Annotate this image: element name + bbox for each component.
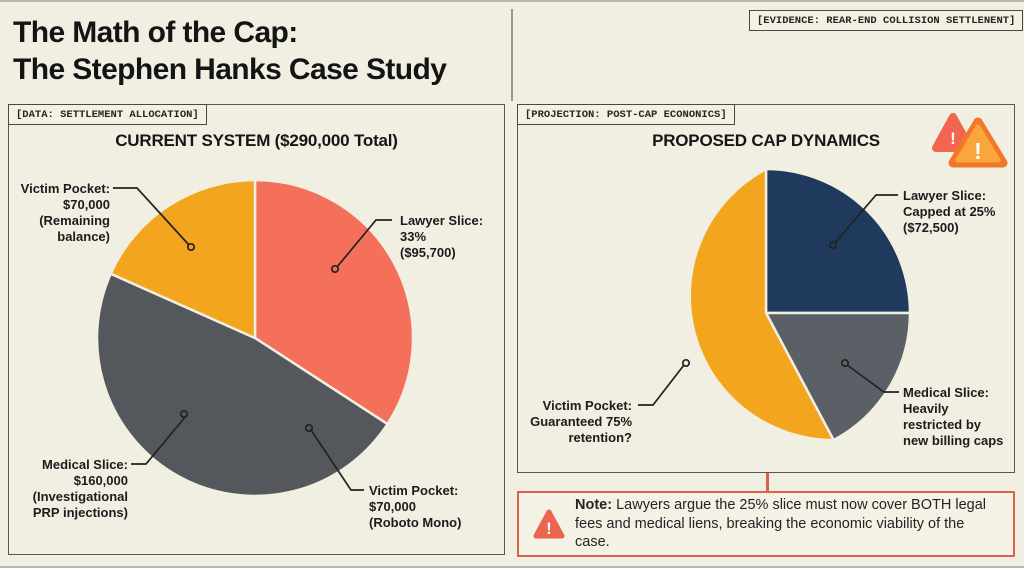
right-panel (517, 104, 1015, 473)
data-tag: [DATA: SETTLEMENT ALLOCATION] (8, 104, 207, 125)
callout-line: Lawyer Slice: (400, 213, 484, 228)
note-connector-line (766, 473, 769, 493)
callout-line: Medical Slice: (42, 457, 128, 472)
callout-line: Victim Pocket: (20, 181, 110, 196)
callout-line: ($95,700) (400, 245, 456, 260)
callout-medical-proposed: Medical Slice: Heavily restricted by new… (903, 385, 1018, 449)
callout-line: PRP injections) (32, 505, 128, 520)
page-title-line1: The Math of the Cap: (13, 16, 298, 49)
callout-line: new billing caps (903, 433, 1004, 448)
callout-line: 33% (400, 229, 427, 244)
note-body: Lawyers argue the 25% slice must now cov… (575, 497, 987, 551)
note-warning-icon: ! (532, 508, 566, 540)
callout-line: $70,000 (369, 499, 416, 514)
header-divider (511, 9, 513, 101)
evidence-tag: [EVIDENCE: REAR-END COLLISION SETTLENENT… (749, 10, 1024, 31)
callout-line: ($72,500) (903, 220, 959, 235)
note-exclamation-mark: ! (546, 519, 552, 538)
note-text: Note: Lawyers argue the 25% slice must n… (575, 496, 995, 552)
left-chart-title: CURRENT SYSTEM ($290,000 Total) (115, 131, 398, 150)
callout-line: Victim Pocket: (542, 398, 632, 413)
note-box: ! Note: Lawyers argue the 25% slice must… (517, 491, 1015, 557)
callout-line: retention? (568, 430, 632, 445)
callout-victim-top: Victim Pocket: $70,000 (Remaining balanc… (0, 181, 110, 245)
callout-line: (Roboto Mono) (369, 515, 462, 530)
callout-medical-current: Medical Slice: $160,000 (Investigational… (3, 457, 128, 521)
note-prefix: Note: (575, 497, 613, 514)
page-title: The Math of the Cap: The Stephen Hanks C… (13, 14, 447, 88)
callout-line: Victim Pocket: (369, 483, 459, 498)
left-panel (8, 104, 505, 555)
callout-line: $70,000 (63, 197, 110, 212)
callout-lawyer-proposed: Lawyer Slice: Capped at 25% ($72,500) (903, 188, 1018, 236)
callout-line: restricted by (903, 417, 982, 432)
projection-tag: [PROJECTION: POST-CAP ECONONICS] (517, 104, 735, 125)
callout-lawyer-current: Lawyer Slice: 33% ($95,700) (400, 213, 500, 261)
callout-victim-proposed: Victim Pocket: Guaranteed 75% retention? (522, 398, 632, 446)
callout-line: Guaranteed 75% (530, 414, 632, 429)
right-chart-title: PROPOSED CAP DYNAMICS (652, 131, 880, 150)
callout-line: (Investigational (32, 489, 128, 504)
callout-line: $160,000 (73, 473, 128, 488)
callout-line: Lawyer Slice: (903, 188, 987, 203)
callout-line: Capped at 25% (903, 204, 996, 219)
note-warning-triangle (533, 509, 565, 539)
callout-line: (Remaining (39, 213, 110, 228)
callout-line: Medical Slice: (903, 385, 989, 400)
callout-line: Heavily (903, 401, 949, 416)
page-title-line2: The Stephen Hanks Case Study (13, 53, 447, 86)
callout-line: balance) (57, 229, 110, 244)
callout-victim-bottom: Victim Pocket: $70,000 (Roboto Mono) (369, 483, 489, 531)
